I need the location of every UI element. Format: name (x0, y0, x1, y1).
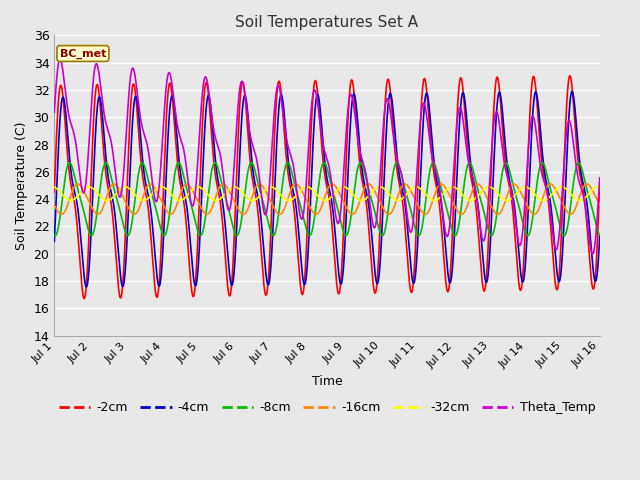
Title: Soil Temperatures Set A: Soil Temperatures Set A (236, 15, 419, 30)
X-axis label: Time: Time (312, 375, 342, 388)
Legend: -2cm, -4cm, -8cm, -16cm, -32cm, Theta_Temp: -2cm, -4cm, -8cm, -16cm, -32cm, Theta_Te… (54, 396, 600, 419)
Y-axis label: Soil Temperature (C): Soil Temperature (C) (15, 121, 28, 250)
Text: BC_met: BC_met (60, 48, 106, 59)
